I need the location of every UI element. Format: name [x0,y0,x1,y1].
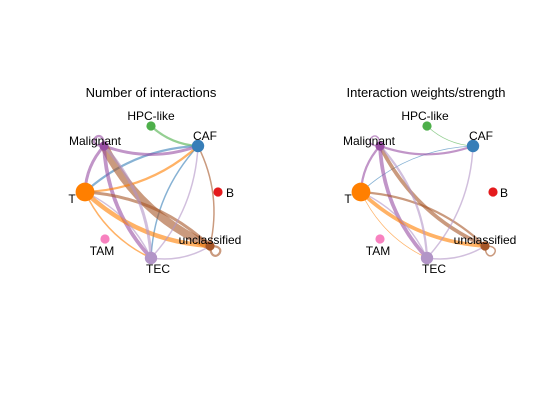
edge-self-loop-mal [92,134,106,148]
edge-uncl-to-caf [197,145,215,247]
node-hpc [146,121,156,131]
edge-uncl-to-t [83,190,212,248]
node-label-t: T [344,192,352,206]
node-uncl [205,241,215,251]
edge-tec-to-caf [150,145,199,259]
node-label-mal: Malignant [69,134,122,148]
node-tam [100,234,110,244]
node-label-hpc: HPC-like [127,109,175,123]
node-label-b: B [226,186,234,200]
node-layer [75,121,223,265]
node-b [213,187,223,197]
edge-mal-to-caf [378,144,475,156]
edge-caf-to-tec [150,145,199,259]
node-caf [466,139,480,153]
edge-t-to-uncl [359,190,487,248]
panel-title: Interaction weights/strength [347,85,506,100]
edge-mal-to-caf [102,144,200,156]
node-label-caf: CAF [193,129,217,143]
edge-caf-to-t [360,145,474,193]
edge-uncl-to-t [359,190,487,248]
edge-tec-to-mal [378,144,429,260]
node-label-caf: CAF [469,129,493,143]
edge-tec-to-caf [426,145,474,259]
edge-layer [82,124,222,260]
panel-title: Number of interactions [86,85,217,100]
node-label-tec: TEC [422,262,446,276]
node-tam [375,234,385,244]
node-b [488,187,498,197]
node-mal [375,141,385,151]
edge-caf-to-t [83,144,200,194]
edge-mal-to-tec [378,144,429,260]
edge-tec-to-t [360,191,428,259]
edge-t-to-tec [84,191,152,259]
edge-t-to-uncl [82,189,213,249]
edge-mal-to-tec [102,144,153,260]
edge-self-loop-uncl [484,245,496,257]
node-label-mal: Malignant [343,134,396,148]
node-tec [420,251,434,265]
node-label-t: T [68,192,76,206]
node-label-tec: TEC [146,262,170,276]
node-label-tam: TAM [90,244,114,258]
edge-tec-to-t [84,191,152,259]
edge-t-to-caf [83,144,200,194]
node-layer [351,121,498,265]
node-uncl [480,241,490,251]
edge-self-loop-mal [369,135,381,147]
node-t [351,182,371,202]
node-label-b: B [500,186,508,200]
node-hpc [422,121,432,131]
node-caf [191,139,205,153]
node-mal [99,141,109,151]
node-label-hpc: HPC-like [401,109,449,123]
panel-number-of-interactions: Number of interactions HPC-like CAF Malign… [68,85,241,276]
edge-t-to-tec [360,191,428,259]
node-label-tam: TAM [366,244,390,258]
edge-tec-to-mal [102,144,153,260]
node-label-uncl: unclassified [454,233,517,247]
node-label-uncl: unclassified [179,233,242,247]
edge-self-loop-uncl [208,244,222,257]
node-t [75,182,95,202]
panel-interaction-weights: Interaction weights/strength HPC-like CAF… [343,85,516,276]
node-tec [144,251,158,265]
edge-layer [359,125,496,260]
